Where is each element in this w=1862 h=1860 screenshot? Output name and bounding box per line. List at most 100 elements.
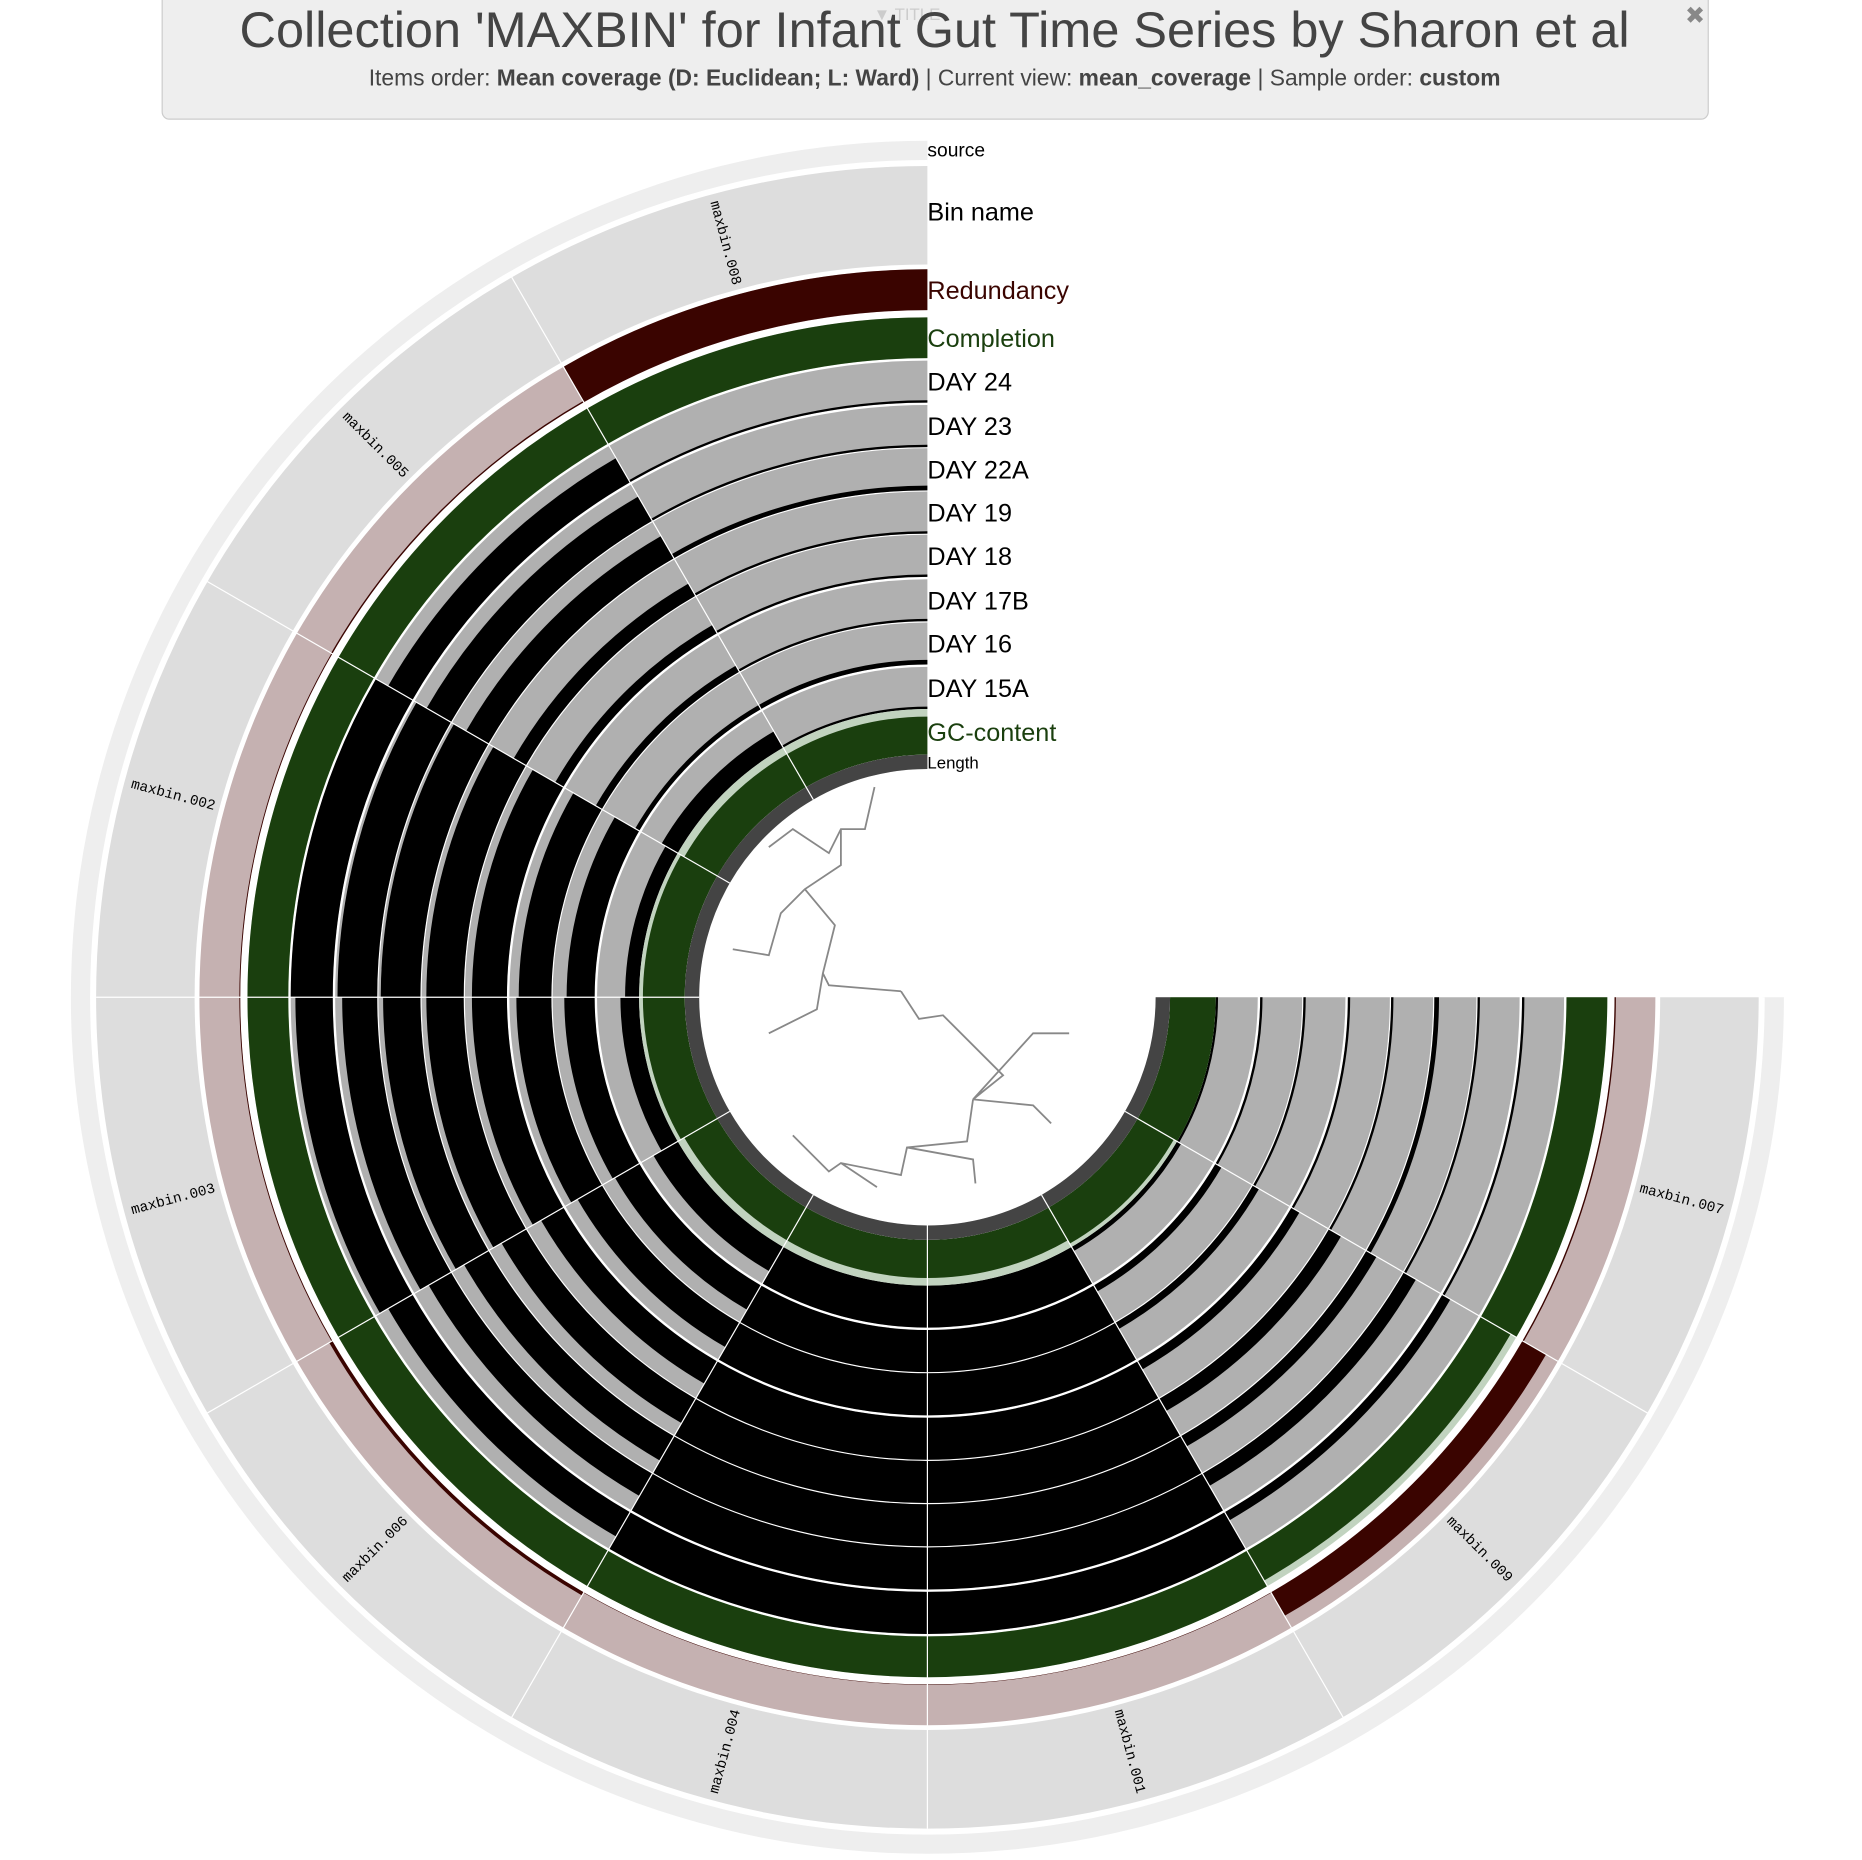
layer-bar [388, 458, 631, 700]
value: Mean coverage (D: Euclidean; L: Ward) [497, 65, 920, 91]
layer-bar [426, 746, 526, 998]
layer-label: Bin name [927, 199, 1034, 227]
title-panel [161, 0, 1709, 120]
layer-bar [466, 535, 674, 744]
layer-bar [620, 997, 678, 1151]
layer-label: DAY 16 [927, 631, 1012, 659]
layer-bar [587, 1550, 928, 1678]
layer-bar [338, 408, 608, 678]
layer-bar [471, 769, 564, 998]
layer-bar [516, 997, 602, 1203]
layer-label: DAY 23 [927, 413, 1012, 441]
layer-bar [806, 1194, 928, 1240]
layer-bar [518, 792, 602, 998]
layer-background [639, 708, 1216, 1286]
layer-bar [566, 816, 640, 998]
layer-bar [471, 997, 564, 1226]
layer-bar [1093, 1163, 1222, 1292]
layer-bar [684, 875, 730, 998]
bin-separator [207, 1110, 731, 1414]
layer-label: DAY 19 [927, 500, 1012, 528]
layer-bar [426, 997, 526, 1248]
layer-bar [927, 1512, 1246, 1634]
layer-bar [1137, 1207, 1300, 1370]
layer-bar [426, 496, 653, 723]
layer-bar [1159, 1229, 1342, 1411]
layer-bar [927, 1285, 1115, 1373]
layer-label: source [927, 141, 985, 162]
layer-bar [642, 855, 718, 998]
layer-bar [927, 1550, 1268, 1678]
bin-separator [511, 1194, 814, 1718]
layer-bar [614, 1163, 762, 1310]
title: Collection 'MAXBIN' for Infant Gut Time … [240, 1, 1630, 58]
layer-label: Length [927, 754, 978, 773]
layer-bar [927, 1207, 1068, 1278]
layer-label: DAY 24 [927, 369, 1012, 397]
layer-bar [1180, 1250, 1377, 1447]
layer-bar [758, 659, 928, 710]
rings [70, 140, 1784, 1854]
layer-bar [501, 1229, 696, 1424]
label: | Sample order: [1257, 65, 1413, 91]
layer-bar [927, 1436, 1202, 1547]
layer-bar [428, 1272, 653, 1497]
layer-bar [642, 997, 718, 1140]
layer-bar [342, 997, 451, 1290]
layer-bar [718, 1322, 928, 1416]
bin-separator [511, 277, 814, 800]
value: custom [1419, 65, 1500, 91]
layer-bar [684, 754, 807, 876]
layer-bar [1048, 1118, 1174, 1244]
layer-bar [927, 1194, 1049, 1240]
layer-bar [927, 1246, 1093, 1328]
layer-bar [513, 583, 696, 766]
layer-bar [1125, 997, 1171, 1119]
layer-bar [555, 625, 718, 788]
subtitle: Items order: Mean coverage (D: Euclidean… [369, 65, 1501, 91]
layer-bar [1137, 997, 1216, 1142]
value: mean_coverage [1079, 65, 1251, 91]
title-tab[interactable]: ▼ TITLE [874, 5, 941, 24]
layer-bar [625, 846, 678, 998]
bin-separator [1040, 1194, 1344, 1718]
layer-bar [1115, 1185, 1260, 1329]
layer-bar [653, 1141, 784, 1272]
layer-label: DAY 17B [927, 587, 1028, 615]
close-button[interactable]: ✖ [1685, 2, 1705, 29]
layer-bar [295, 997, 413, 1314]
layer-bar [717, 1111, 814, 1208]
layer-label: GC-content [927, 719, 1056, 747]
layer-bar [1202, 1272, 1417, 1486]
layer-label: Redundancy [927, 277, 1069, 305]
dendrogram-branches [732, 786, 1070, 1188]
layer-bar [717, 787, 814, 884]
layer-bar [564, 997, 640, 1179]
layer-bar [806, 754, 928, 800]
layer-bar [380, 723, 489, 998]
layer-bar [1270, 1340, 1547, 1616]
bin-separator [1124, 1110, 1648, 1414]
layer-bar [595, 665, 740, 810]
layer-bar [684, 997, 730, 1119]
layer-bar [464, 1250, 674, 1461]
layer-bar [587, 317, 928, 444]
layer-bar [739, 1285, 928, 1373]
layer-bar [577, 1185, 740, 1348]
bin-separator [207, 581, 731, 884]
layer-bar [661, 731, 784, 854]
layer-bar [652, 1436, 928, 1547]
layer-bar [247, 657, 374, 998]
layer-bar [787, 1207, 928, 1278]
layer-bar [927, 1398, 1181, 1504]
layer-bar [338, 1316, 608, 1587]
label: | Current view: [926, 65, 1073, 91]
label: Items order: [369, 65, 491, 91]
layer-bar [388, 1294, 631, 1537]
layer-bar [927, 1322, 1137, 1416]
layer-label: DAY 15A [927, 675, 1029, 703]
layer-bar [383, 997, 489, 1270]
layer-bar [337, 702, 451, 998]
